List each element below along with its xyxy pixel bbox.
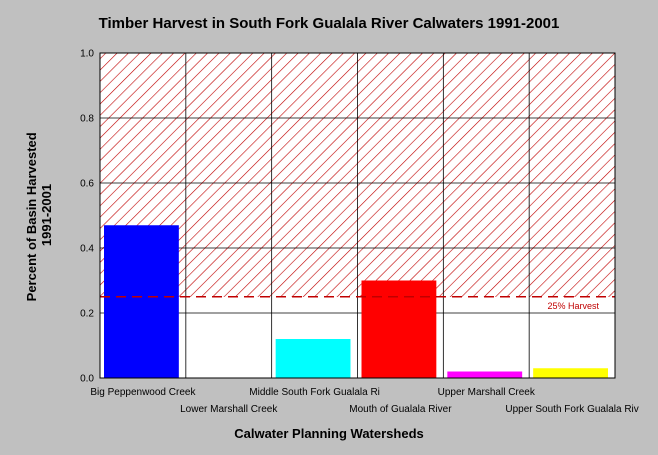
category-label: Lower Marshall Creek [180,404,278,415]
y-axis-title: Percent of Basin Harvested 1991-2001 [24,129,54,302]
y-axis-title-line-1: Percent of Basin Harvested [24,132,39,301]
x-axis-title: Calwater Planning Watersheds [234,426,424,441]
y-tick-label: 0.2 [80,309,94,320]
category-label: Big Peppenwood Creek [90,387,196,398]
category-label: Middle South Fork Gualala Ri [249,387,380,398]
threshold-label: 25% Harvest [547,301,599,311]
bar [104,225,179,378]
chart-title: Timber Harvest in South Fork Gualala Riv… [99,15,560,32]
bar [447,371,523,378]
y-tick-label: 0.4 [80,244,94,255]
y-tick-label: 0.8 [80,114,94,125]
category-label: Upper Marshall Creek [438,387,536,398]
bar [275,339,351,378]
category-label: Mouth of Gualala River [349,404,452,415]
bar [361,280,437,378]
y-tick-label: 0.0 [80,374,94,385]
y-tick-label: 0.6 [80,179,94,190]
bar [533,368,608,378]
category-label: Upper South Fork Gualala Riv [505,404,638,415]
plot-border [99,52,616,379]
y-tick-label: 1.0 [80,49,94,60]
y-axis-title-line-2: 1991-2001 [39,184,54,246]
